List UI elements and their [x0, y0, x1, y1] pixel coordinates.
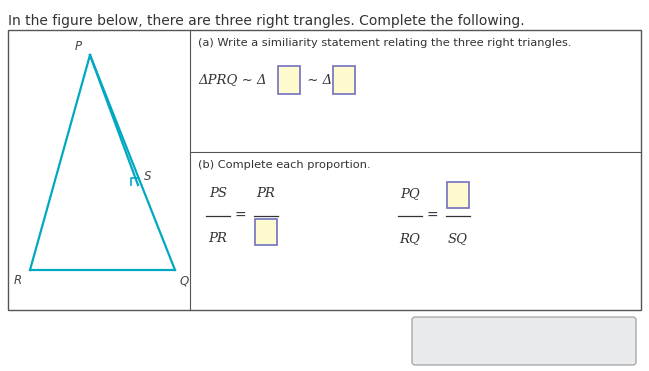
Text: ?: ?	[583, 332, 593, 350]
Bar	[278, 66, 300, 94]
Text: P: P	[75, 40, 82, 53]
Text: PR: PR	[256, 187, 275, 200]
Text: PQ: PQ	[400, 187, 420, 200]
Text: PR: PR	[208, 232, 227, 245]
Text: RQ: RQ	[400, 232, 421, 245]
Text: ∼ Δ: ∼ Δ	[303, 73, 332, 86]
Text: In the figure below, there are three right trangles. Complete the following.: In the figure below, there are three rig…	[8, 14, 524, 28]
Text: (a) Write a similiarity statement relating the three right triangles.: (a) Write a similiarity statement relati…	[198, 38, 572, 48]
Text: Q: Q	[180, 274, 190, 287]
Text: ↺: ↺	[517, 332, 532, 350]
Text: R: R	[14, 274, 22, 287]
Text: (b) Complete each proportion.: (b) Complete each proportion.	[198, 160, 371, 170]
Text: =: =	[234, 209, 246, 223]
FancyBboxPatch shape	[412, 317, 636, 365]
Text: ×: ×	[454, 334, 467, 348]
Text: SQ: SQ	[448, 232, 468, 245]
Text: ΔPRQ ∼ Δ: ΔPRQ ∼ Δ	[198, 73, 267, 86]
Bar	[8, 30, 641, 310]
Bar	[255, 219, 277, 245]
Bar	[333, 66, 355, 94]
Bar	[447, 182, 469, 208]
Text: S: S	[144, 170, 151, 183]
Text: =: =	[426, 209, 438, 223]
Text: PS: PS	[209, 187, 227, 200]
